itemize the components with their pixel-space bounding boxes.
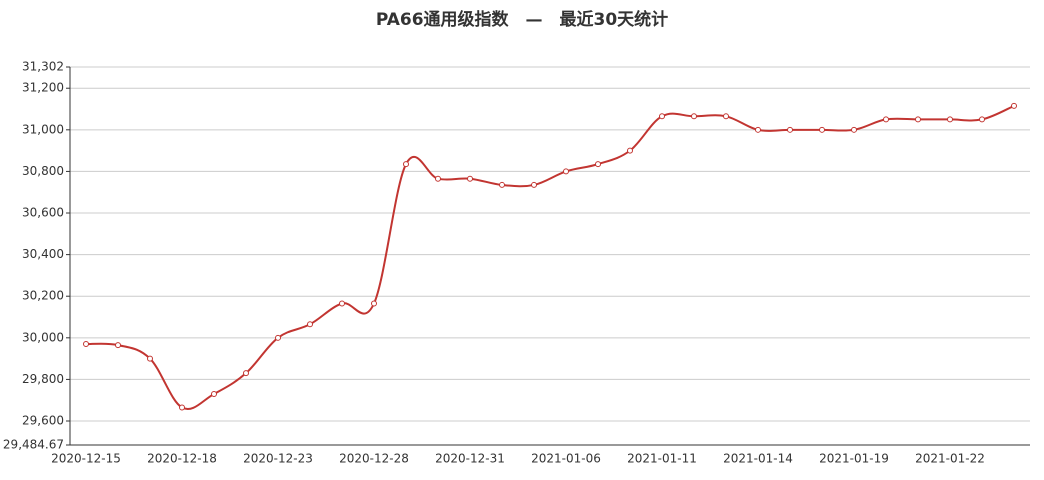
y-tick-label: 29,484.67 bbox=[3, 438, 64, 452]
point bbox=[435, 175, 441, 182]
point bbox=[595, 161, 601, 168]
point bbox=[275, 334, 281, 341]
point bbox=[755, 126, 761, 133]
x-tick-label: 2021-01-22 bbox=[915, 452, 985, 466]
point bbox=[531, 181, 537, 188]
point bbox=[499, 181, 505, 188]
point bbox=[627, 147, 633, 154]
point bbox=[883, 116, 889, 123]
point bbox=[339, 300, 345, 307]
point bbox=[819, 126, 825, 133]
y-tick-label: 31,200 bbox=[22, 81, 64, 95]
x-tick-label: 2021-01-14 bbox=[723, 452, 793, 466]
point bbox=[563, 168, 569, 175]
point bbox=[371, 300, 377, 307]
y-tick-label: 31,302 bbox=[22, 60, 64, 74]
x-tick-label: 2020-12-23 bbox=[243, 452, 313, 466]
y-tick-label: 30,600 bbox=[22, 206, 64, 220]
point bbox=[211, 390, 217, 397]
point bbox=[723, 113, 729, 120]
point bbox=[243, 370, 249, 377]
y-tick-label: 30,400 bbox=[22, 247, 64, 261]
point bbox=[307, 321, 313, 328]
point bbox=[915, 116, 921, 123]
point bbox=[787, 126, 793, 133]
x-tick-label: 2020-12-31 bbox=[435, 452, 505, 466]
point bbox=[947, 116, 953, 123]
y-tick-label: 31,000 bbox=[22, 122, 64, 136]
point bbox=[147, 355, 153, 362]
point bbox=[979, 116, 985, 123]
y-tick-label: 30,200 bbox=[22, 289, 64, 303]
point bbox=[691, 113, 697, 120]
point bbox=[403, 161, 409, 168]
x-tick-label: 2021-01-19 bbox=[819, 452, 889, 466]
point bbox=[659, 113, 665, 120]
point bbox=[467, 175, 473, 182]
y-tick-label: 29,600 bbox=[22, 414, 64, 428]
line bbox=[85, 104, 1015, 410]
y-tick-label: 30,000 bbox=[22, 330, 64, 344]
point bbox=[851, 126, 857, 133]
y-tick-label: 29,800 bbox=[22, 372, 64, 386]
x-tick-label: 2020-12-18 bbox=[147, 452, 217, 466]
point bbox=[1011, 102, 1017, 109]
point bbox=[83, 341, 89, 348]
point bbox=[115, 342, 121, 349]
chart-title: PA66通用级指数 — 最近30天统计 bbox=[376, 9, 668, 30]
point bbox=[179, 404, 185, 411]
x-tick-label: 2021-01-06 bbox=[531, 452, 601, 466]
x-tick-label: 2020-12-15 bbox=[51, 452, 121, 466]
y-tick-label: 30,800 bbox=[22, 164, 64, 178]
x-tick-label: 2021-01-11 bbox=[627, 452, 697, 466]
x-tick-label: 2020-12-28 bbox=[339, 452, 409, 466]
